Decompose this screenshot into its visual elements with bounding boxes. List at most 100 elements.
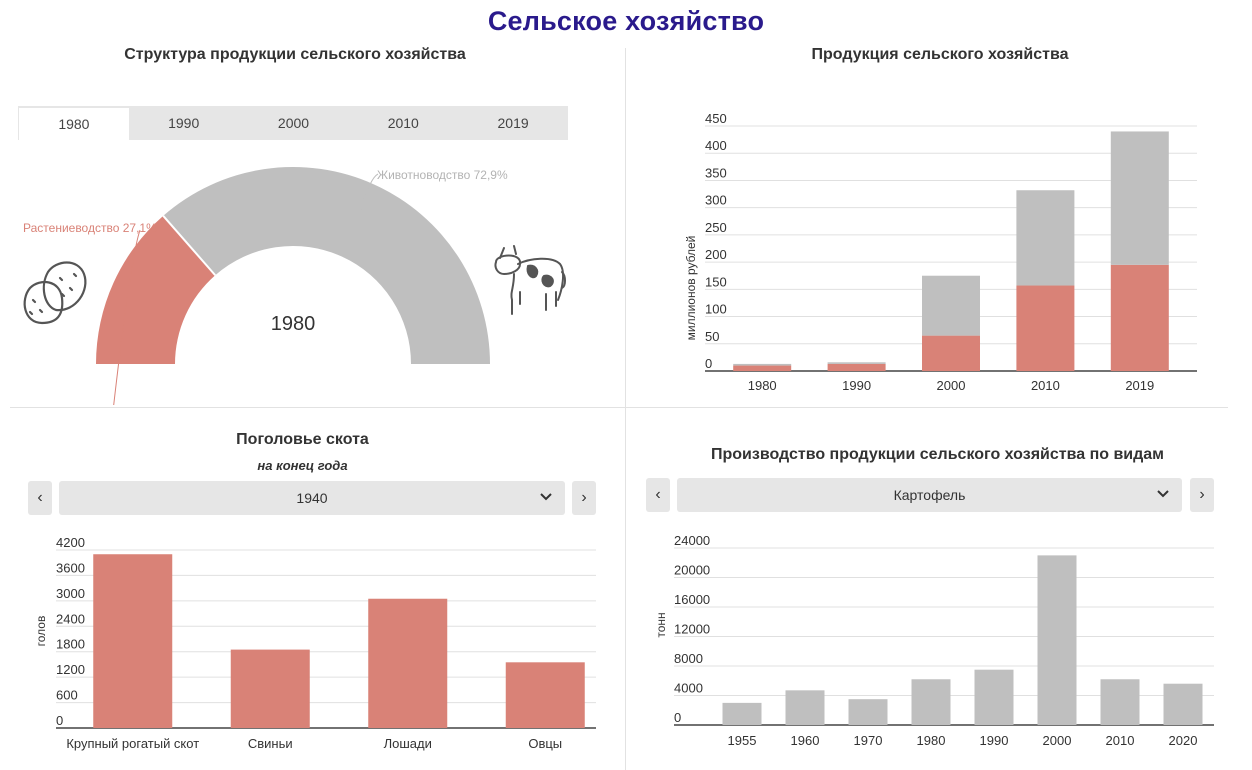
production-ytick-label: 100 (705, 302, 727, 317)
by-type-xtick-label: 1955 (728, 733, 757, 748)
slice-animal-label: Животноводство 72,9% (377, 168, 508, 182)
by-type-xtick-label: 2000 (1043, 733, 1072, 748)
production-stacked-bar-chart: миллионов рублей 0 50 100 150 200 250 300 350 40… (684, 111, 1197, 393)
slice-plant-label: Растениеводство 27,1% (23, 221, 157, 235)
production-ytick-label: 200 (705, 247, 727, 262)
production-ytick-label: 300 (705, 193, 727, 208)
production-xtick-label: 2010 (1031, 378, 1060, 393)
livestock-selected-year: 1940 (296, 490, 328, 506)
production-ytick-label: 250 (705, 220, 727, 235)
by-type-bar-chart: тонн 0 4000 8000 12000 16000 20000 24000 1955 19… (654, 533, 1214, 748)
horizontal-divider (10, 407, 1228, 408)
vertical-divider (625, 48, 626, 770)
production-ytick-label: 400 (705, 138, 727, 153)
production-bar-animal-2010[interactable] (1016, 190, 1075, 286)
livestock-bar[interactable] (368, 598, 448, 728)
production-bar-plant-1990[interactable] (827, 363, 886, 371)
production-xtick-label: 2000 (937, 378, 966, 393)
by-type-bar[interactable] (1100, 679, 1140, 725)
page-title: Сельское хозяйство (487, 6, 765, 36)
potato-icon (23, 261, 87, 325)
by-type-bar[interactable] (1163, 683, 1203, 725)
by-type-xtick-label: 1980 (917, 733, 946, 748)
production-bar-plant-2000[interactable] (922, 335, 980, 371)
by-type-bar[interactable] (974, 669, 1014, 725)
livestock-ytick-label: 1800 (56, 637, 85, 652)
production-ytick-label: 50 (705, 329, 719, 344)
by-type-ytick-label: 24000 (674, 533, 710, 548)
production-ytick-label: 150 (705, 274, 727, 289)
livestock-bar[interactable] (505, 662, 585, 728)
livestock-ylabel: голов (34, 616, 48, 647)
livestock-ytick-label: 2400 (56, 611, 85, 626)
production-bar-animal-1980[interactable] (733, 363, 792, 366)
by-type-bar[interactable] (911, 679, 951, 725)
by-type-xtick-label: 2010 (1106, 733, 1135, 748)
plant-label-connector (113, 229, 141, 405)
livestock-ytick-label: 1200 (56, 662, 85, 677)
by-type-next-button[interactable]: › (1190, 478, 1214, 512)
by-type-ytick-label: 12000 (674, 622, 710, 637)
livestock-title: Поголовье скота (236, 431, 369, 448)
structure-semi-donut-chart: Растениеводство 27,1% Животноводство 72,… (23, 167, 566, 405)
by-type-ytick-label: 16000 (674, 592, 710, 607)
chevron-down-icon (1157, 490, 1169, 498)
year-tabs: 1980 1990 2000 2010 2019 (18, 106, 568, 140)
livestock-xtick-label: Свиньи (248, 736, 293, 751)
by-type-xtick-label: 1970 (854, 733, 883, 748)
slice-plant[interactable] (96, 215, 216, 364)
by-type-product-select[interactable]: Картофель (677, 478, 1182, 512)
by-type-ytick-label: 0 (674, 710, 681, 725)
by-type-ytick-label: 4000 (674, 681, 703, 696)
livestock-bar[interactable] (93, 554, 173, 728)
livestock-next-button[interactable]: › (572, 481, 596, 515)
tab-2010[interactable]: 2010 (387, 115, 419, 131)
slice-animal[interactable] (163, 167, 490, 364)
by-type-ytick-label: 8000 (674, 651, 703, 666)
production-bar-animal-2019[interactable] (1110, 131, 1169, 265)
tab-1980[interactable]: 1980 (18, 106, 129, 140)
by-type-xtick-label: 1960 (791, 733, 820, 748)
by-type-selected-product: Картофель (893, 487, 966, 503)
by-type-bar[interactable] (785, 690, 825, 725)
livestock-ytick-label: 4200 (56, 535, 85, 550)
structure-title: Структура продукции сельского хозяйства (124, 46, 466, 63)
production-xtick-label: 1990 (842, 378, 871, 393)
livestock-xtick-label: Крупный рогатый скот (66, 736, 199, 751)
livestock-year-select[interactable]: 1940 (59, 481, 565, 515)
production-bar-animal-2000[interactable] (922, 275, 980, 336)
production-title: Продукция сельского хозяйства (811, 46, 1069, 63)
animal-label-connector (359, 173, 379, 213)
livestock-subtitle: на конец года (257, 458, 348, 473)
livestock-ytick-label: 600 (56, 688, 78, 703)
by-type-xtick-label: 2020 (1169, 733, 1198, 748)
production-bar-plant-2010[interactable] (1016, 285, 1075, 371)
production-xtick-label: 2019 (1125, 378, 1154, 393)
tab-2000[interactable]: 2000 (277, 115, 310, 131)
cow-icon (494, 245, 566, 315)
livestock-xtick-label: Лошади (384, 736, 432, 751)
production-ylabel: миллионов рублей (684, 236, 698, 341)
tab-1990[interactable]: 1990 (168, 115, 200, 131)
by-type-bar[interactable] (722, 702, 762, 725)
tab-2019[interactable]: 2019 (497, 115, 529, 131)
production-ytick-label: 450 (705, 111, 727, 126)
by-type-bar[interactable] (1037, 555, 1077, 725)
livestock-ytick-label: 3000 (56, 586, 85, 601)
by-type-ylabel: тонн (654, 612, 668, 637)
livestock-prev-button[interactable]: ‹ (28, 481, 52, 515)
by-type-prev-button[interactable]: ‹ (646, 478, 670, 512)
production-bar-animal-1990[interactable] (827, 362, 886, 364)
by-type-bar[interactable] (848, 699, 888, 725)
production-ytick-label: 350 (705, 165, 727, 180)
slice-separator (162, 215, 216, 276)
center-year-label: 1980 (271, 313, 316, 335)
production-bar-plant-1980[interactable] (733, 365, 792, 371)
by-type-xtick-label: 1990 (980, 733, 1009, 748)
livestock-bar[interactable] (230, 649, 310, 728)
by-type-ytick-label: 20000 (674, 563, 710, 578)
production-bar-plant-2019[interactable] (1110, 264, 1169, 371)
livestock-ytick-label: 0 (56, 713, 63, 728)
livestock-xtick-label: Овцы (528, 736, 562, 751)
production-xtick-label: 1980 (748, 378, 777, 393)
